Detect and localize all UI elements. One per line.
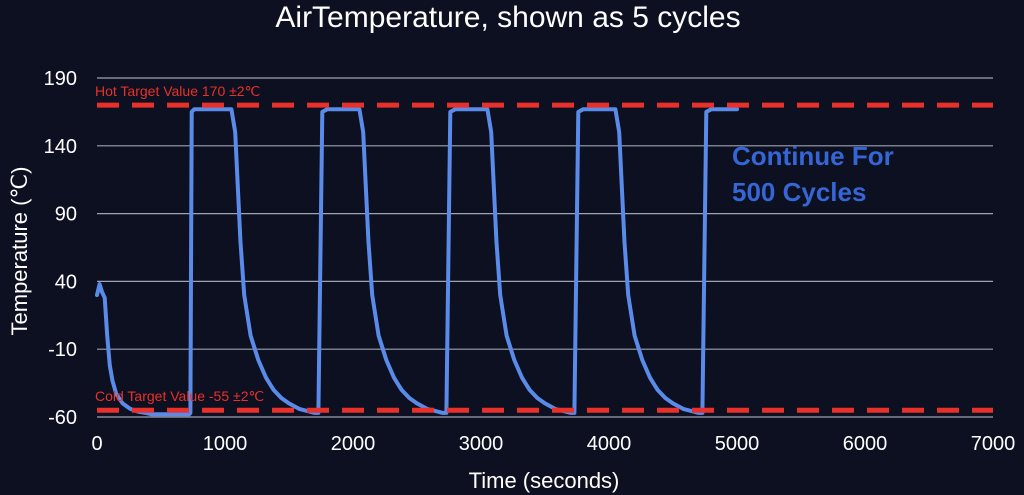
y-tick-label: 140: [44, 136, 77, 158]
series-line-air-temperature: [95, 107, 739, 417]
x-tick-label: 5000: [715, 433, 760, 455]
chart-title: AirTemperature, shown as 5 cycles: [275, 1, 740, 34]
y-tick-label: 40: [55, 271, 77, 293]
y-tick-label: 190: [44, 68, 77, 90]
x-tick-label: 0: [91, 433, 102, 455]
gridlines: [97, 77, 993, 418]
y-tick-label: -10: [48, 339, 77, 361]
annotation-line-2: 500 Cycles: [732, 177, 866, 207]
y-tick-labels: 190 140 90 40 -10 -60: [44, 68, 77, 429]
x-tick-label: 7000: [971, 433, 1016, 455]
x-tick-labels: 0 1000 2000 3000 4000 5000 6000 7000: [91, 433, 1015, 455]
y-tick-label: -60: [48, 407, 77, 429]
y-tick-label: 90: [55, 204, 77, 226]
x-tick-label: 4000: [587, 433, 632, 455]
x-axis-label: Time (seconds): [469, 468, 620, 493]
target-lines: Hot Target Value 170 ±2℃ Cold Target Valu…: [95, 83, 993, 413]
target-label-1: Cold Target Value -55 ±2℃: [95, 388, 264, 404]
x-tick-label: 2000: [331, 433, 376, 455]
y-axis-label: Temperature (℃): [7, 167, 32, 336]
x-tick-label: 1000: [203, 433, 248, 455]
x-tick-label: 3000: [459, 433, 504, 455]
target-label-0: Hot Target Value 170 ±2℃: [95, 83, 260, 99]
x-tick-label: 6000: [843, 433, 888, 455]
annotation-line-1: Continue For: [732, 141, 894, 171]
